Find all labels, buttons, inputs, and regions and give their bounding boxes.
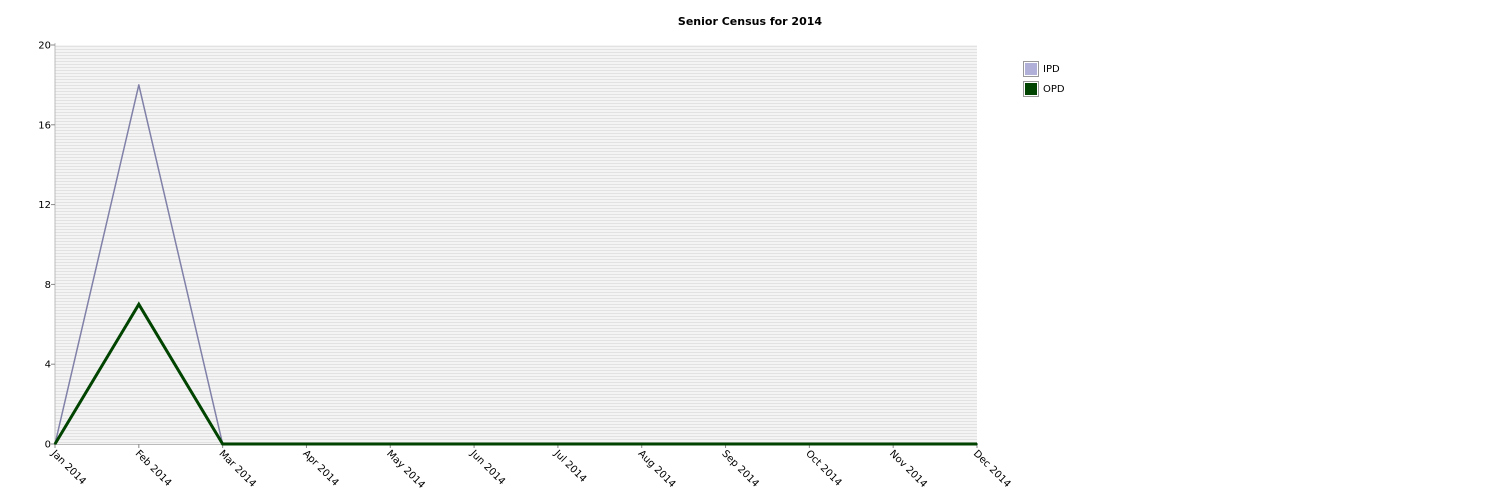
x-tick-label: Feb 2014 (133, 448, 174, 489)
x-tick-label: Apr 2014 (300, 448, 340, 488)
data-point (138, 84, 140, 86)
legend-label: IPD (1043, 64, 1060, 75)
x-tick-label: Dec 2014 (971, 448, 1013, 490)
x-tick-label: Nov 2014 (887, 448, 929, 490)
data-point (221, 443, 224, 445)
x-tick-label: Jun 2014 (467, 448, 507, 488)
data-point (976, 443, 978, 445)
y-tick-label: 8 (45, 280, 51, 291)
legend-swatch (1025, 63, 1037, 75)
legend-swatch (1025, 83, 1037, 95)
legend-label: OPD (1043, 84, 1065, 95)
data-point (640, 443, 643, 445)
x-tick-label: Mar 2014 (217, 448, 258, 489)
legend: IPD OPD (1023, 61, 1065, 97)
x-tick-label: Jul 2014 (551, 448, 588, 485)
chart-title: Senior Census for 2014 (678, 15, 822, 28)
data-point (138, 303, 140, 306)
x-tick-label: Oct 2014 (803, 448, 843, 488)
x-tick-label: May 2014 (384, 448, 427, 491)
data-point (892, 443, 894, 445)
data-point (305, 443, 308, 445)
x-tick-label: Aug 2014 (636, 448, 678, 490)
data-point (808, 443, 811, 445)
y-tick-label: 12 (38, 200, 51, 211)
data-point (389, 443, 392, 445)
y-tick-label: 20 (38, 41, 51, 52)
x-tick-label: Jan 2014 (48, 448, 88, 488)
y-tick-label: 4 (45, 360, 51, 371)
y-tick-label: 16 (38, 120, 51, 131)
data-point (724, 443, 727, 445)
data-point (557, 443, 559, 445)
data-point (473, 443, 475, 445)
plot-area: 0 4 8 12 16 20 Jan 2014 Feb 2014 Mar 2014 Apr 201… (38, 41, 1012, 491)
series-line-opd (53, 301, 977, 446)
x-tick-label: Sep 2014 (719, 448, 760, 489)
data-point (54, 443, 56, 445)
y-tick-label: 0 (45, 440, 51, 451)
